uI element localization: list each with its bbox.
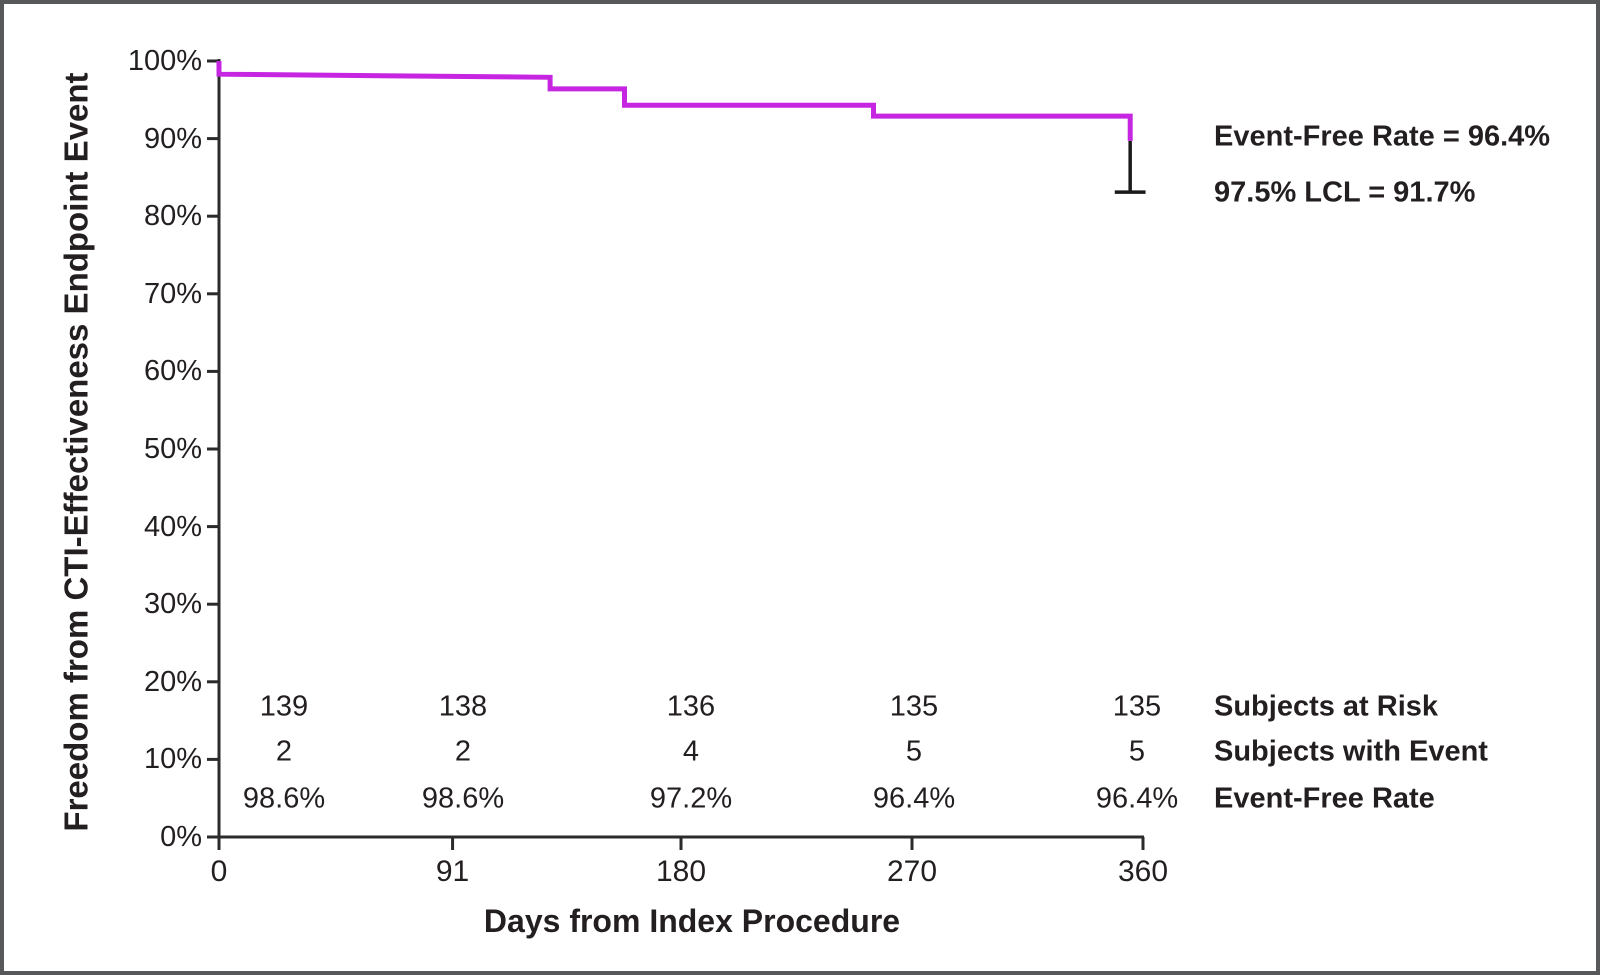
annotation-event-free-rate: Event-Free Rate = 96.4% — [1214, 120, 1551, 153]
y-tick-label: 20% — [143, 665, 202, 698]
km-survival-curve — [216, 61, 1133, 141]
x-tick-label: 0 — [210, 855, 228, 888]
risk-table-cell: 98.6% — [242, 782, 326, 815]
y-tick-label: 40% — [143, 510, 202, 543]
risk-table-cell: 135 — [889, 690, 939, 723]
risk-table-cell: 5 — [905, 735, 923, 768]
risk-table-cell: 96.4% — [1095, 782, 1179, 815]
y-tick-label: 60% — [143, 355, 202, 388]
y-tick-label: 10% — [143, 743, 202, 776]
risk-table-cell: 2 — [275, 735, 293, 768]
x-tick-label: 180 — [655, 855, 707, 888]
risk-table-cell: 96.4% — [872, 782, 956, 815]
risk-table-cell: 2 — [454, 735, 472, 768]
risk-table-row-label-subjects-at-risk: Subjects at Risk — [1214, 690, 1439, 723]
risk-table-cell: 135 — [1112, 690, 1162, 723]
risk-table-cell: 5 — [1128, 735, 1146, 768]
x-tick-label: 91 — [435, 855, 470, 888]
risk-table-cell: 138 — [438, 690, 488, 723]
y-tick-label: 80% — [143, 200, 202, 233]
y-tick-label: 50% — [143, 433, 202, 465]
risk-table-row-label-subjects-with-event: Subjects with Event — [1214, 735, 1488, 768]
y-tick-label: 90% — [143, 122, 202, 155]
y-tick-label: 70% — [143, 277, 202, 310]
y-tick-label: 30% — [143, 588, 202, 621]
risk-table-cell: 97.2% — [649, 782, 733, 815]
risk-table-cell: 4 — [682, 735, 700, 768]
y-tick-label: 0% — [160, 821, 202, 853]
risk-table-cell: 136 — [666, 690, 716, 723]
x-axis-title: Days from Index Procedure — [483, 903, 901, 939]
y-tick-label: 100% — [127, 45, 202, 77]
x-tick-label: 270 — [886, 855, 938, 888]
risk-table-cell: 98.6% — [421, 782, 505, 815]
x-tick-label: 360 — [1117, 855, 1169, 888]
km-chart-canvas — [207, 59, 1146, 850]
risk-table-cell: 139 — [259, 690, 309, 723]
risk-table-row-label-event-free-rate: Event-Free Rate — [1214, 782, 1435, 815]
annotation-lcl: 97.5% LCL = 91.7% — [1214, 176, 1476, 209]
